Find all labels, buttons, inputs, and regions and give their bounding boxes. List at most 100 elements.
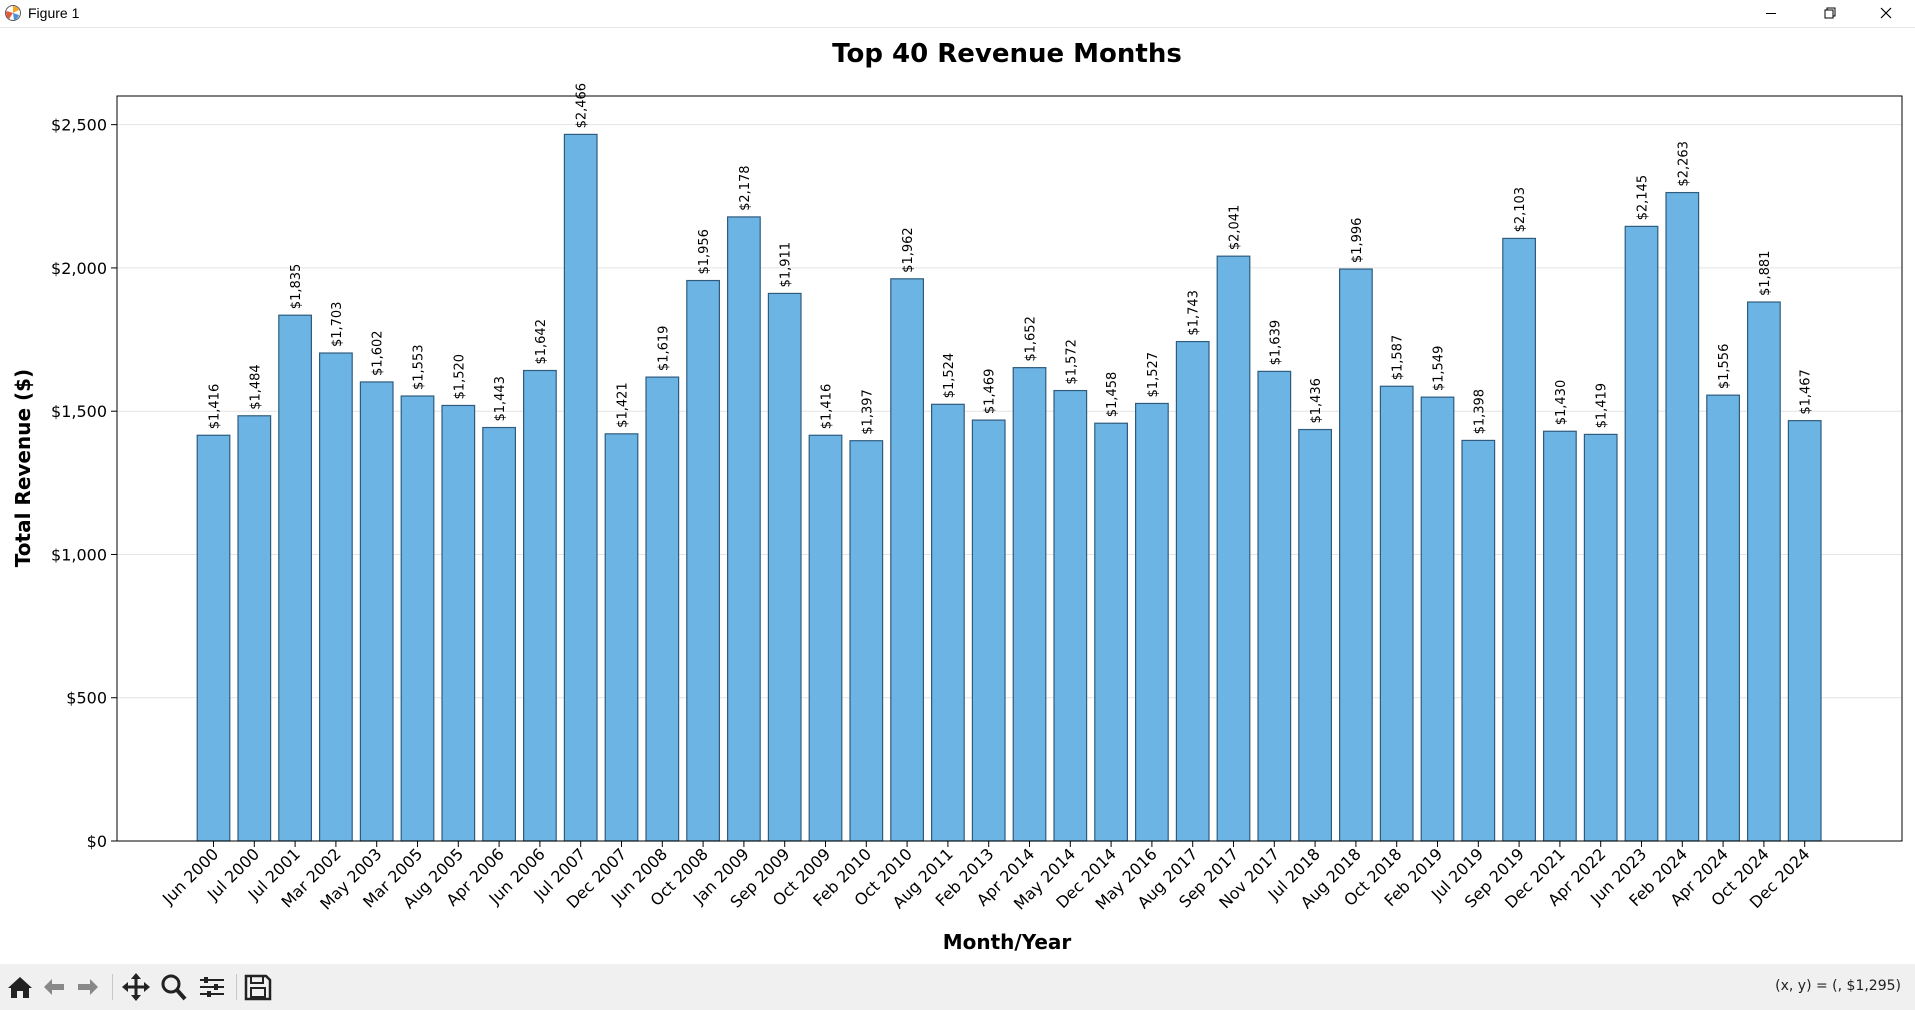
bar[interactable] <box>278 314 312 842</box>
bar[interactable] <box>604 433 639 842</box>
close-button[interactable] <box>1857 0 1915 27</box>
bar[interactable] <box>400 395 435 842</box>
bar[interactable] <box>890 278 924 842</box>
bar[interactable] <box>1665 191 1700 842</box>
bar[interactable] <box>1012 367 1047 842</box>
bar[interactable] <box>1542 430 1577 842</box>
back-button[interactable] <box>38 972 70 1002</box>
bar-data-label: $2,466 <box>575 83 590 128</box>
navigation-toolbar: (x, y) = (, $1,295) <box>0 964 1915 1010</box>
bar[interactable] <box>1746 301 1781 842</box>
toolbar-separator <box>112 974 113 1000</box>
bar-data-label: $1,642 <box>534 319 549 365</box>
y-tick-label: $2,000 <box>51 259 107 278</box>
bar-data-label: $2,041 <box>1228 205 1243 251</box>
bar-data-label: $1,416 <box>208 384 223 430</box>
bar[interactable] <box>1461 439 1496 842</box>
bar[interactable] <box>1706 394 1741 842</box>
bar-data-label: $1,430 <box>1554 380 1569 426</box>
bar[interactable] <box>726 216 761 842</box>
bar-data-label: $2,263 <box>1676 141 1691 187</box>
bar[interactable] <box>1624 225 1659 842</box>
maximize-button[interactable] <box>1800 0 1858 27</box>
bar[interactable] <box>767 292 802 842</box>
bar[interactable] <box>1257 370 1292 842</box>
configure-subplots-button[interactable] <box>196 972 228 1002</box>
x-axis-label: Month/Year <box>943 930 1072 954</box>
window-title: Figure 1 <box>28 5 80 21</box>
bar[interactable] <box>1583 433 1618 842</box>
bar[interactable] <box>1175 340 1210 842</box>
bar-data-label: $2,103 <box>1513 187 1528 233</box>
matplotlib-logo-icon <box>5 5 21 21</box>
bar[interactable] <box>1053 389 1088 842</box>
pan-button[interactable] <box>120 972 152 1002</box>
bar-data-label: $1,469 <box>983 369 998 414</box>
bar[interactable] <box>319 352 353 842</box>
forward-button[interactable] <box>72 972 104 1002</box>
bar-data-label: $2,178 <box>738 165 753 211</box>
bar[interactable] <box>359 381 394 842</box>
toolbar-separator <box>236 974 237 1000</box>
bar-data-label: $1,996 <box>1350 218 1365 263</box>
bar-data-label: $1,743 <box>1187 290 1202 336</box>
bar[interactable] <box>441 404 476 842</box>
bar[interactable] <box>645 376 680 842</box>
bar[interactable] <box>1298 428 1333 842</box>
bar-data-label: $1,458 <box>1105 372 1120 418</box>
back-arrow-icon <box>44 979 64 995</box>
y-tick-label: $1,000 <box>51 545 107 564</box>
bar[interactable] <box>971 419 1006 842</box>
y-tick-label: $0 <box>87 832 107 851</box>
bar[interactable] <box>930 403 965 842</box>
bar[interactable] <box>482 426 516 842</box>
bar[interactable] <box>522 369 557 842</box>
bar-data-label: $1,549 <box>1432 346 1447 392</box>
bar-data-label: $1,556 <box>1717 344 1732 390</box>
bar[interactable] <box>196 434 231 842</box>
home-button[interactable] <box>4 972 36 1002</box>
bar[interactable] <box>1787 420 1822 842</box>
bar-data-label: $1,484 <box>248 364 263 410</box>
zoom-button[interactable] <box>158 972 190 1002</box>
bar[interactable] <box>563 133 598 842</box>
bar[interactable] <box>686 279 720 842</box>
bar[interactable] <box>1338 268 1373 842</box>
bar-data-label: $1,436 <box>1309 378 1324 424</box>
chart-title: Top 40 Revenue Months <box>832 39 1182 69</box>
minimize-button[interactable] <box>1742 0 1800 27</box>
bar-data-label: $1,572 <box>1064 339 1079 385</box>
bar-data-label: $1,602 <box>371 330 386 376</box>
bar-data-label: $1,398 <box>1472 389 1487 435</box>
bar-data-label: $1,652 <box>1024 316 1039 362</box>
bar-data-label: $1,703 <box>330 302 345 348</box>
coordinate-readout: (x, y) = (, $1,295) <box>1775 978 1901 994</box>
bar-data-label: $1,467 <box>1799 369 1814 415</box>
restore-icon <box>1824 7 1836 19</box>
bar[interactable] <box>1134 402 1169 842</box>
y-tick-label: $500 <box>66 689 107 708</box>
save-button[interactable] <box>242 972 274 1002</box>
bar[interactable] <box>1420 396 1455 842</box>
bar-data-label: $1,639 <box>1268 320 1283 366</box>
bar[interactable] <box>1502 237 1537 842</box>
bar[interactable] <box>1379 385 1414 842</box>
bar-data-label: $1,524 <box>942 353 957 399</box>
bar[interactable] <box>1216 255 1251 842</box>
bar[interactable] <box>849 440 884 842</box>
close-icon <box>1880 7 1892 19</box>
bar-data-label: $1,587 <box>1391 335 1406 381</box>
bar-data-label: $2,145 <box>1636 175 1651 221</box>
bar-data-label: $1,443 <box>493 376 508 421</box>
chart-canvas[interactable]: Top 40 Revenue Months $0 $500 $1,000 $1,500… <box>0 28 1915 964</box>
plot-area-frame <box>116 95 1903 842</box>
y-axis-label: Total Revenue ($) <box>11 369 35 567</box>
minimize-icon <box>1766 13 1776 14</box>
bar[interactable] <box>808 434 843 842</box>
title-bar: Figure 1 <box>0 0 1915 28</box>
zoom-icon <box>161 974 187 1001</box>
bar[interactable] <box>1094 422 1129 842</box>
bar[interactable] <box>237 415 272 842</box>
bar-data-label: $1,553 <box>412 345 427 391</box>
bar-data-label: $1,397 <box>860 389 875 435</box>
